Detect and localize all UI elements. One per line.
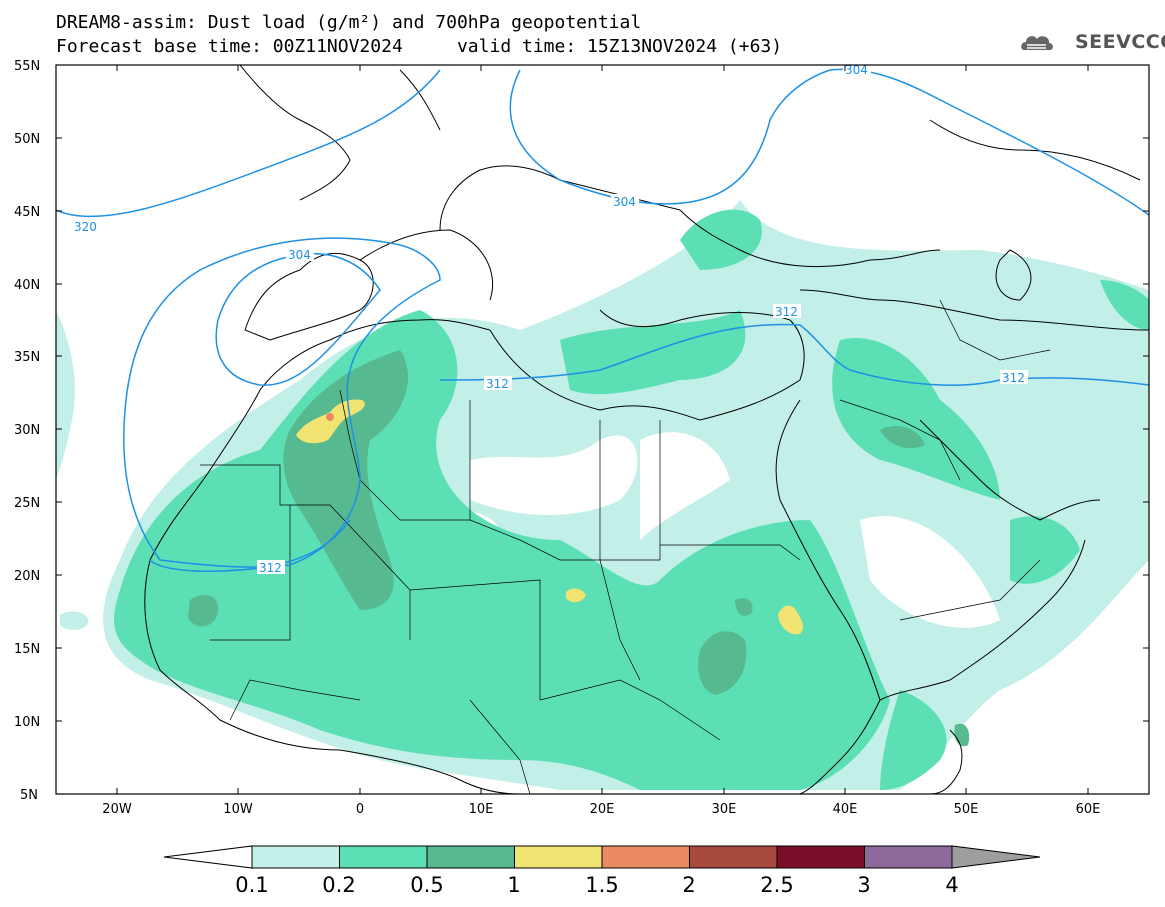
colorbar-label: 0.2 <box>322 873 355 897</box>
contour-labels: 320 304 304 304 312 312 312 312 <box>72 63 1028 575</box>
colorbar-high-arrow <box>951 845 1041 869</box>
colorbar-label: 1.5 <box>585 873 618 897</box>
contour-label: 304 <box>288 248 311 262</box>
lat-tick-label: 55N <box>14 59 40 74</box>
lat-tick-label: 25N <box>14 496 40 511</box>
lat-tick-label: 15N <box>14 642 40 657</box>
colorbar-label: 0.5 <box>410 873 443 897</box>
lon-tick-label: 20E <box>590 802 615 817</box>
contour-label: 312 <box>259 561 282 575</box>
contour-label: 320 <box>74 220 97 234</box>
lon-tick-label: 50E <box>954 802 979 817</box>
colorbar-label: 1 <box>507 873 520 897</box>
lon-tick-label: 40E <box>833 802 858 817</box>
lat-axis: 55N 50N 45N 40N 35N 30N 25N 20N 15N 10N … <box>14 59 1149 803</box>
colorbar-swatch <box>864 845 953 869</box>
colorbar-swatch <box>689 845 778 869</box>
lat-tick-label: 10N <box>14 715 40 730</box>
colorbar: 0.1 0.2 0.5 1 1.5 2 2.5 3 4 <box>163 845 1041 897</box>
dust-load-field <box>56 200 1149 790</box>
colorbar-label: 2.5 <box>760 873 793 897</box>
colorbar-low-arrow <box>163 845 253 869</box>
colorbar-swatch <box>251 845 340 869</box>
colorbar-label: 4 <box>945 873 958 897</box>
lon-tick-label: 20W <box>102 802 132 817</box>
lon-axis: 20W 10W 0 10E 20E 30E 40E 50E 60E <box>102 65 1100 817</box>
colorbar-swatch <box>601 845 690 869</box>
logo-text: SEEVCCC <box>1075 31 1165 53</box>
contour-label: 312 <box>775 305 798 319</box>
lat-tick-label: 40N <box>14 278 40 293</box>
lon-tick-label: 0 <box>356 802 364 817</box>
lon-tick-label: 10W <box>223 802 253 817</box>
lat-tick-label: 5N <box>20 788 38 803</box>
cloud-logo-icon <box>1021 36 1053 50</box>
contour-label: 312 <box>1002 371 1025 385</box>
map-title: DREAM8-assim: Dust load (g/m²) and 700hP… <box>56 12 642 33</box>
colorbar-label: 2 <box>682 873 695 897</box>
lon-tick-label: 30E <box>712 802 737 817</box>
colorbar-swatch <box>339 845 428 869</box>
country-borders <box>200 299 1051 794</box>
lat-tick-label: 20N <box>14 569 40 584</box>
map-subtitle: Forecast base time: 00Z11NOV2024 valid t… <box>56 36 783 57</box>
colorbar-label: 0.1 <box>235 873 268 897</box>
colorbar-swatch <box>776 845 865 869</box>
lat-tick-label: 45N <box>14 205 40 220</box>
lon-tick-label: 60E <box>1076 802 1101 817</box>
contour-label: 304 <box>845 63 868 77</box>
contour-label: 304 <box>613 195 636 209</box>
contour-label: 312 <box>486 377 509 391</box>
lon-tick-label: 10E <box>469 802 494 817</box>
lat-tick-label: 35N <box>14 350 40 365</box>
lat-tick-label: 50N <box>14 132 40 147</box>
lat-tick-label: 30N <box>14 423 40 438</box>
colorbar-swatch <box>426 845 515 869</box>
colorbar-label: 3 <box>857 873 870 897</box>
colorbar-swatch <box>514 845 603 869</box>
